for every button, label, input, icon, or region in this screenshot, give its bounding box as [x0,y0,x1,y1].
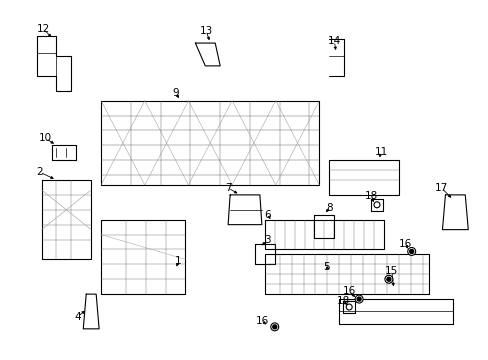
Text: 3: 3 [264,234,270,244]
Text: 16: 16 [398,239,411,248]
Text: 9: 9 [172,88,179,98]
Text: 1: 1 [175,256,182,266]
Circle shape [346,304,351,310]
Circle shape [386,277,390,281]
Circle shape [373,202,379,208]
Circle shape [356,297,360,301]
Text: 12: 12 [37,24,50,34]
Text: 18: 18 [364,191,377,201]
Circle shape [384,275,392,283]
Text: 10: 10 [39,133,52,143]
Circle shape [354,295,362,303]
Text: 6: 6 [264,210,270,220]
Text: 2: 2 [36,167,43,177]
Circle shape [272,325,276,329]
Circle shape [409,249,413,253]
Text: 11: 11 [373,147,387,157]
Text: 17: 17 [434,183,447,193]
Text: 18: 18 [336,296,349,306]
Circle shape [270,323,278,331]
Text: 16: 16 [342,286,355,296]
Text: 5: 5 [323,262,329,272]
Text: 7: 7 [224,183,231,193]
Text: 4: 4 [74,312,81,322]
Text: 8: 8 [325,203,332,213]
Text: 16: 16 [256,316,269,326]
Circle shape [407,247,415,255]
Text: 13: 13 [199,26,212,36]
Text: 14: 14 [327,36,340,46]
Text: 15: 15 [385,266,398,276]
